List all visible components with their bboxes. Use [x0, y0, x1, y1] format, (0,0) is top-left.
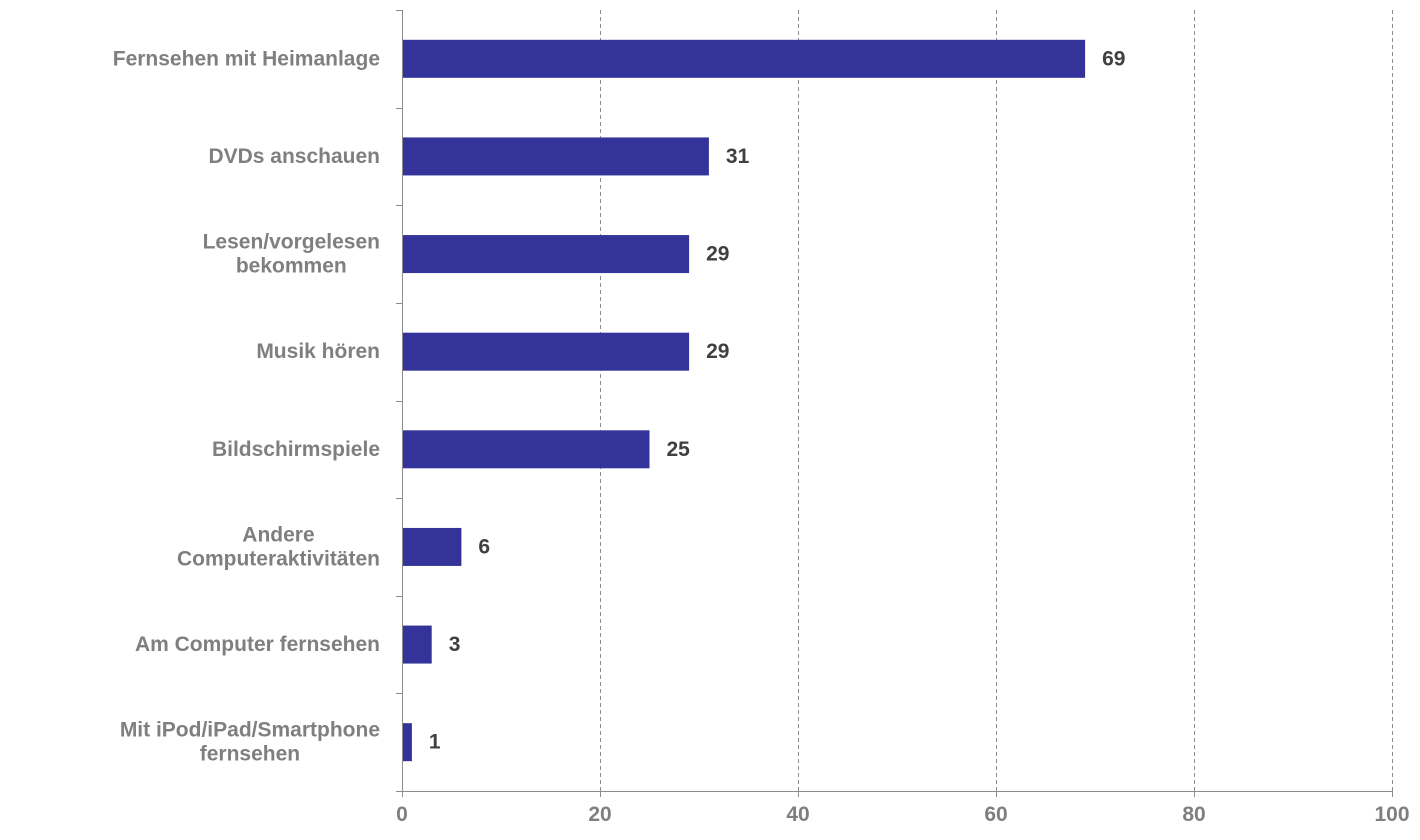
x-tick-label-40: 40	[786, 803, 809, 826]
value-label-4: 25	[667, 438, 691, 461]
gridlines	[600, 10, 1393, 791]
category-label-1: DVDs anschauen	[208, 145, 380, 168]
value-label-2: 29	[706, 243, 729, 266]
bar-5	[402, 527, 462, 566]
category-label-6: Am Computer fernsehen	[135, 633, 380, 656]
bar-6	[402, 625, 432, 664]
x-tick-label-80: 80	[1182, 803, 1205, 826]
bars	[402, 39, 1086, 762]
value-label-1: 31	[726, 145, 750, 168]
axes	[396, 10, 1393, 797]
category-label-2: Lesen/vorgelesen bekommen	[203, 231, 380, 278]
category-label-7-line-1: fernsehen	[200, 743, 300, 766]
category-label-2-line-0: Lesen/vorgelesen	[203, 231, 380, 254]
x-tick-label-0: 0	[396, 803, 408, 826]
bar-2	[402, 235, 690, 274]
category-label-3: Musik hören	[256, 340, 380, 363]
category-label-5-line-0: Andere	[242, 523, 314, 546]
bar-4	[402, 430, 650, 469]
category-label-2-line-1: bekommen	[236, 255, 347, 278]
x-tick-label-60: 60	[984, 803, 1007, 826]
bar-3	[402, 332, 690, 371]
value-label-3: 29	[706, 340, 729, 363]
value-label-5: 6	[478, 535, 490, 558]
bar-7	[402, 723, 412, 762]
bar-1	[402, 137, 709, 176]
category-label-7: Mit iPod/iPad/Smartphone fernsehen	[120, 719, 380, 766]
x-tick-label-20: 20	[588, 803, 611, 826]
category-label-5: Andere Computeraktivitäten	[177, 523, 380, 570]
category-label-7-line-0: Mit iPod/iPad/Smartphone	[120, 719, 380, 742]
bar-0	[402, 39, 1086, 78]
category-label-4: Bildschirmspiele	[212, 438, 380, 461]
value-label-0: 69	[1102, 47, 1125, 70]
value-label-7: 1	[429, 731, 441, 754]
category-label-0: Fernsehen mit Heimanlage	[113, 47, 380, 70]
value-label-6: 3	[449, 633, 461, 656]
x-tick-label-100: 100	[1374, 803, 1409, 826]
category-label-5-line-1: Computeraktivitäten	[177, 547, 380, 570]
